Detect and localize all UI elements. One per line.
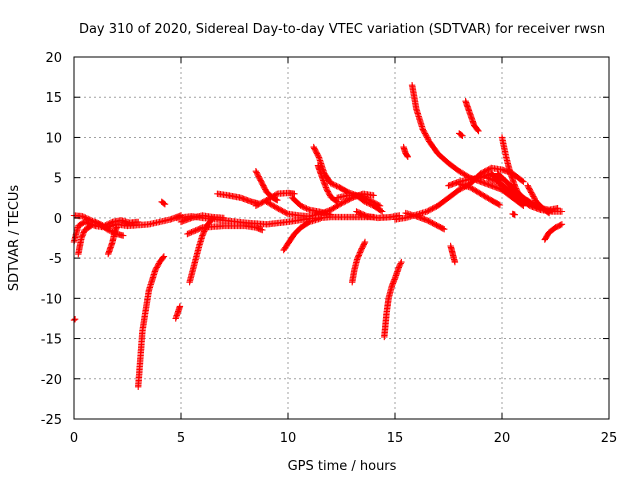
data-track-markers: [75, 222, 95, 258]
data-track-markers: [509, 210, 518, 218]
x-tick-label: 20: [494, 431, 511, 446]
y-tick-labels: -25 -20 -15 -10 -5 0 5 10 15 20: [41, 51, 62, 428]
data-series: [70, 82, 566, 390]
data-track-markers: [402, 209, 448, 233]
data-track-markers: [105, 224, 120, 258]
data-track-markers: [186, 214, 217, 286]
data-track-markers: [92, 217, 142, 230]
data-track-markers: [135, 253, 168, 390]
x-tick-label: 10: [280, 431, 297, 446]
data-track-markers: [177, 212, 227, 226]
y-tick-label: -15: [41, 333, 62, 348]
x-tick-label: 5: [177, 431, 185, 446]
data-track-markers: [400, 143, 411, 160]
y-tick-label: -5: [49, 252, 62, 267]
axis-ticks: [73, 56, 610, 420]
data-track-markers: [184, 222, 266, 238]
data-track-markers: [498, 134, 527, 205]
data-track-markers: [462, 98, 482, 135]
chart-title: Day 310 of 2020, Sidereal Day-to-day VTE…: [79, 22, 605, 37]
y-tick-label: 5: [54, 172, 62, 187]
y-tick-label: -10: [41, 292, 62, 307]
y-tick-label: 20: [45, 51, 62, 66]
data-track-markers: [289, 194, 334, 218]
y-axis-label: SDTVAR / TECUs: [7, 185, 22, 292]
data-track-markers: [447, 242, 459, 266]
data-track-markers: [280, 215, 324, 254]
data-track-markers: [349, 238, 369, 286]
data-track-markers: [158, 198, 169, 208]
data-track-markers: [381, 258, 405, 341]
data-track-markers: [456, 180, 504, 209]
x-tick-label: 0: [70, 431, 78, 446]
data-track-markers: [524, 182, 553, 217]
data-track-markers: [314, 162, 341, 205]
y-tick-label: 0: [54, 212, 62, 227]
y-tick-label: 15: [45, 91, 62, 106]
data-track-markers: [172, 303, 184, 322]
data-track-markers: [456, 130, 466, 139]
y-tick-label: -20: [41, 373, 62, 388]
data-track-markers: [214, 190, 262, 207]
data-track-markers: [334, 192, 384, 209]
x-tick-label: 25: [601, 431, 618, 446]
data-track-markers: [541, 221, 566, 243]
y-tick-label: -25: [41, 413, 62, 428]
plot-frame: [73, 56, 610, 420]
x-tick-label: 15: [387, 431, 404, 446]
x-tick-labels: 0 5 10 15 20 25: [70, 431, 617, 446]
y-tick-label: 10: [45, 131, 62, 146]
x-axis-label: GPS time / hours: [288, 459, 397, 474]
